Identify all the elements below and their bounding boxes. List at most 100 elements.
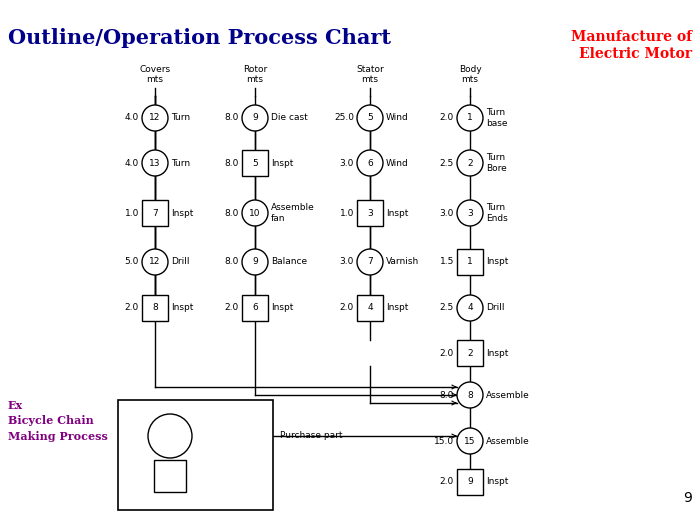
Text: Inspt: Inspt <box>171 209 193 217</box>
Text: Inspt: Inspt <box>386 209 408 217</box>
Text: 9: 9 <box>252 257 258 267</box>
Text: 12: 12 <box>149 114 161 123</box>
Text: Varnish: Varnish <box>386 257 419 267</box>
Bar <box>457 340 483 366</box>
Text: Purchase part: Purchase part <box>280 431 342 441</box>
Text: Stator
mts: Stator mts <box>356 66 384 84</box>
Text: 25.0: 25.0 <box>334 114 354 123</box>
Text: 4: 4 <box>467 303 473 312</box>
Text: 3.0: 3.0 <box>340 158 354 168</box>
Text: 4.0: 4.0 <box>125 158 139 168</box>
Text: 12: 12 <box>149 257 161 267</box>
Circle shape <box>357 150 383 176</box>
Text: 8.0: 8.0 <box>225 114 239 123</box>
Circle shape <box>457 428 483 454</box>
Text: Assemble
fan: Assemble fan <box>271 203 315 223</box>
Text: Turn
Bore: Turn Bore <box>486 154 507 172</box>
Text: Wind: Wind <box>386 114 409 123</box>
Circle shape <box>242 249 268 275</box>
Bar <box>154 460 186 492</box>
Circle shape <box>457 150 483 176</box>
Text: 5: 5 <box>252 158 258 168</box>
Text: 2.0: 2.0 <box>125 303 139 312</box>
Text: 4.0: 4.0 <box>125 114 139 123</box>
Text: 3.0: 3.0 <box>340 257 354 267</box>
Text: 3: 3 <box>367 209 373 217</box>
Circle shape <box>457 200 483 226</box>
Text: 8.0: 8.0 <box>440 390 454 399</box>
Text: Drill: Drill <box>486 303 505 312</box>
Text: Inspt: Inspt <box>271 158 293 168</box>
Circle shape <box>142 150 168 176</box>
Text: 2.0: 2.0 <box>440 348 454 357</box>
Text: 1.0: 1.0 <box>340 209 354 217</box>
Circle shape <box>457 105 483 131</box>
Circle shape <box>142 105 168 131</box>
Circle shape <box>357 249 383 275</box>
Text: 2.0: 2.0 <box>440 114 454 123</box>
Text: 2.5: 2.5 <box>440 303 454 312</box>
Text: Covers
mts: Covers mts <box>139 66 171 84</box>
Text: 8.0: 8.0 <box>225 209 239 217</box>
Text: Wind: Wind <box>386 158 409 168</box>
Text: Inspt: Inspt <box>486 257 508 267</box>
Text: 8: 8 <box>152 303 158 312</box>
Text: 2.0: 2.0 <box>440 477 454 486</box>
Text: Turn
Ends: Turn Ends <box>486 203 508 223</box>
Circle shape <box>242 200 268 226</box>
Circle shape <box>142 249 168 275</box>
Text: 8: 8 <box>467 390 473 399</box>
Text: 3: 3 <box>467 209 473 217</box>
Text: 4: 4 <box>368 303 373 312</box>
Bar <box>242 295 268 321</box>
Text: Balance: Balance <box>271 257 307 267</box>
Circle shape <box>457 382 483 408</box>
Text: 10: 10 <box>249 209 260 217</box>
Text: Inspt: Inspt <box>271 303 293 312</box>
Text: 9: 9 <box>467 477 473 486</box>
Text: 13: 13 <box>149 158 161 168</box>
Text: 5.0: 5.0 <box>125 257 139 267</box>
Text: Assemble: Assemble <box>486 436 530 445</box>
Text: Inspt: Inspt <box>386 303 408 312</box>
Text: 6: 6 <box>367 158 373 168</box>
Text: 7: 7 <box>152 209 158 217</box>
Text: 5: 5 <box>367 114 373 123</box>
Bar <box>142 295 168 321</box>
Bar <box>118 400 273 510</box>
Text: 2.0: 2.0 <box>340 303 354 312</box>
Bar <box>142 200 168 226</box>
Text: Inspt: Inspt <box>486 348 508 357</box>
Text: Manufacture of
Electric Motor: Manufacture of Electric Motor <box>571 30 692 61</box>
Text: 8.0: 8.0 <box>225 257 239 267</box>
Text: 2: 2 <box>467 348 473 357</box>
Text: Die cast: Die cast <box>271 114 308 123</box>
Text: 7: 7 <box>367 257 373 267</box>
Text: 6: 6 <box>252 303 258 312</box>
Circle shape <box>242 105 268 131</box>
Text: 1: 1 <box>467 257 473 267</box>
Text: 8.0: 8.0 <box>225 158 239 168</box>
Bar <box>357 200 383 226</box>
Text: 2: 2 <box>467 158 473 168</box>
Text: 3.0: 3.0 <box>440 209 454 217</box>
Text: 15: 15 <box>464 436 476 445</box>
Text: 1.0: 1.0 <box>125 209 139 217</box>
Text: Turn: Turn <box>171 114 190 123</box>
Text: Inspt: Inspt <box>171 303 193 312</box>
Text: 2.0: 2.0 <box>225 303 239 312</box>
Text: 15.0: 15.0 <box>434 436 454 445</box>
Circle shape <box>357 105 383 131</box>
Text: Assemble: Assemble <box>486 390 530 399</box>
Circle shape <box>457 295 483 321</box>
Circle shape <box>148 414 192 458</box>
Text: 9: 9 <box>252 114 258 123</box>
Text: 9: 9 <box>683 491 692 505</box>
Text: Body
mts: Body mts <box>458 66 482 84</box>
Text: 2.5: 2.5 <box>440 158 454 168</box>
Bar <box>357 295 383 321</box>
Text: Rotor
mts: Rotor mts <box>243 66 267 84</box>
Text: Turn
base: Turn base <box>486 108 508 127</box>
Bar <box>242 150 268 176</box>
Text: Turn: Turn <box>171 158 190 168</box>
